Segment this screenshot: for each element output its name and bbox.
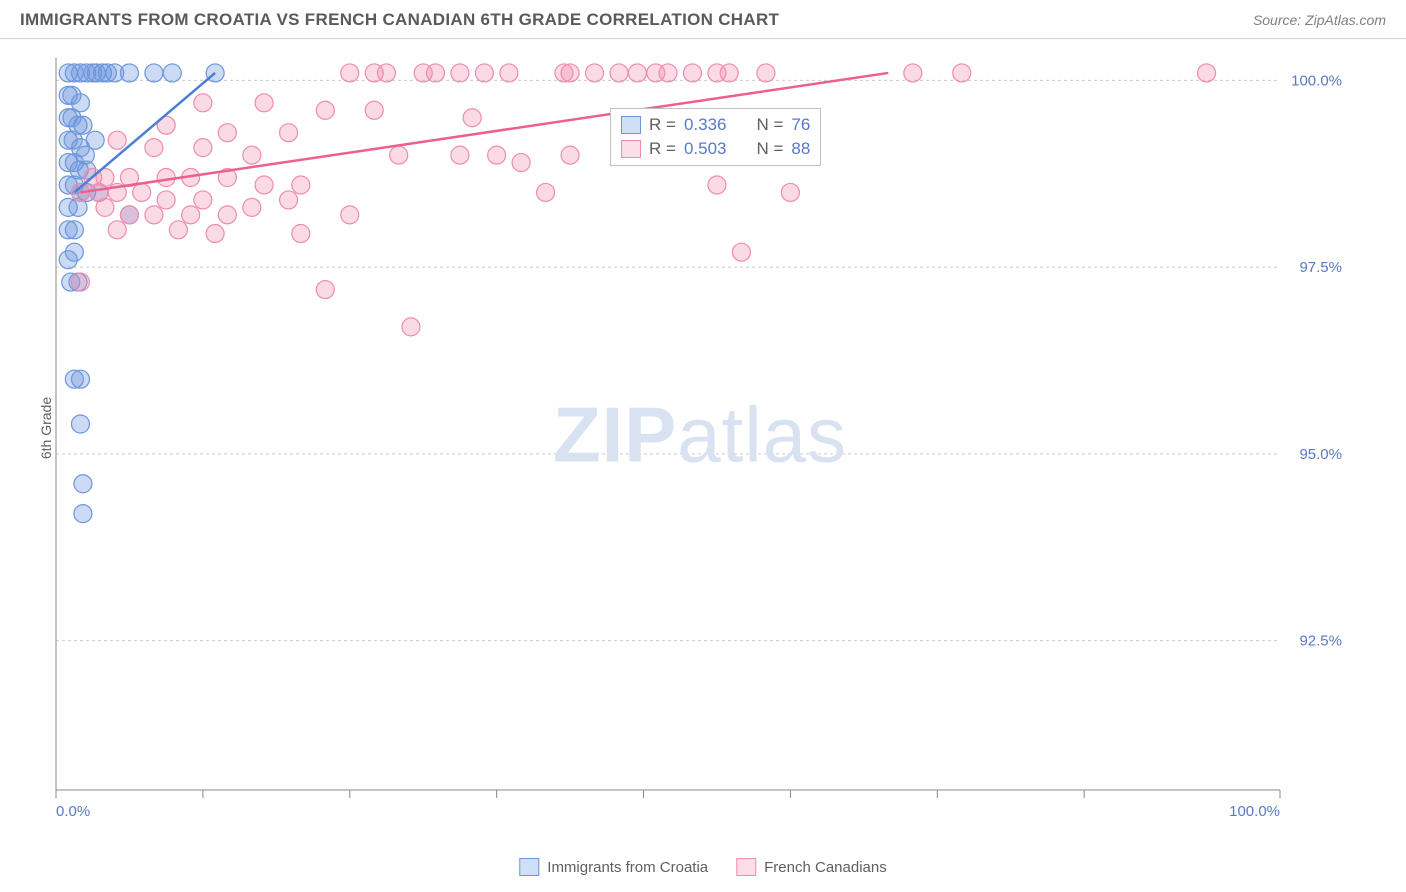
data-point: [365, 101, 383, 119]
data-point: [292, 176, 310, 194]
data-point: [133, 183, 151, 201]
data-point: [488, 146, 506, 164]
data-point: [757, 64, 775, 82]
data-point: [218, 206, 236, 224]
data-point: [586, 64, 604, 82]
stat-r-value: 0.503: [684, 139, 727, 159]
data-point: [316, 281, 334, 299]
stat-n-value: 88: [791, 139, 810, 159]
legend-swatch: [519, 858, 539, 876]
stat-r-label: R =: [649, 139, 676, 159]
data-point: [390, 146, 408, 164]
data-point: [463, 109, 481, 127]
data-point: [120, 64, 138, 82]
data-point: [500, 64, 518, 82]
y-tick-label: 97.5%: [1299, 259, 1342, 276]
data-point: [781, 183, 799, 201]
data-point: [426, 64, 444, 82]
data-point: [65, 221, 83, 239]
y-axis-label: 6th Grade: [38, 397, 54, 459]
data-point: [145, 206, 163, 224]
data-point: [341, 206, 359, 224]
data-point: [561, 64, 579, 82]
series-legend: Immigrants from Croatia French Canadians: [519, 858, 886, 876]
data-point: [537, 183, 555, 201]
data-point: [610, 64, 628, 82]
chart-title: IMMIGRANTS FROM CROATIA VS FRENCH CANADI…: [20, 10, 779, 30]
stat-r-label: R =: [649, 115, 676, 135]
series-legend-label: French Canadians: [764, 859, 887, 876]
chart-source: Source: ZipAtlas.com: [1253, 12, 1386, 28]
data-point: [96, 198, 114, 216]
y-tick-label: 100.0%: [1291, 72, 1342, 89]
data-point: [243, 198, 261, 216]
y-tick-label: 95.0%: [1299, 446, 1342, 463]
legend-swatch: [621, 140, 641, 158]
data-point: [182, 206, 200, 224]
stats-legend: R = 0.336 N = 76 R = 0.503 N = 88: [610, 108, 821, 166]
data-point: [163, 64, 181, 82]
data-point: [280, 124, 298, 142]
data-point: [206, 225, 224, 243]
data-point: [292, 225, 310, 243]
stats-legend-row: R = 0.503 N = 88: [621, 137, 810, 161]
stat-n-label: N =: [756, 139, 783, 159]
data-point: [720, 64, 738, 82]
y-tick-label: 92.5%: [1299, 633, 1342, 650]
data-point: [108, 131, 126, 149]
legend-swatch: [736, 858, 756, 876]
series-legend-item: Immigrants from Croatia: [519, 858, 708, 876]
data-point: [194, 139, 212, 157]
data-point: [402, 318, 420, 336]
data-point: [255, 176, 273, 194]
data-point: [1198, 64, 1216, 82]
data-point: [86, 131, 104, 149]
data-point: [108, 221, 126, 239]
data-point: [708, 176, 726, 194]
data-point: [74, 505, 92, 523]
data-point: [145, 139, 163, 157]
data-point: [451, 64, 469, 82]
data-point: [451, 146, 469, 164]
data-point: [561, 146, 579, 164]
data-point: [341, 64, 359, 82]
data-point: [157, 191, 175, 209]
data-point: [628, 64, 646, 82]
data-point: [280, 191, 298, 209]
chart-header: IMMIGRANTS FROM CROATIA VS FRENCH CANADI…: [0, 0, 1406, 39]
data-point: [243, 146, 261, 164]
data-point: [194, 94, 212, 112]
series-legend-label: Immigrants from Croatia: [547, 859, 708, 876]
data-point: [255, 94, 273, 112]
data-point: [732, 243, 750, 261]
data-point: [377, 64, 395, 82]
data-point: [904, 64, 922, 82]
legend-swatch: [621, 116, 641, 134]
data-point: [316, 101, 334, 119]
stat-n-label: N =: [756, 115, 783, 135]
data-point: [194, 191, 212, 209]
data-point: [218, 124, 236, 142]
x-tick-label: 0.0%: [56, 803, 90, 820]
data-point: [169, 221, 187, 239]
data-point: [953, 64, 971, 82]
stat-n-value: 76: [791, 115, 810, 135]
data-point: [71, 370, 89, 388]
data-point: [659, 64, 677, 82]
data-point: [74, 475, 92, 493]
x-tick-label: 100.0%: [1229, 803, 1280, 820]
data-point: [475, 64, 493, 82]
data-point: [120, 206, 138, 224]
data-point: [59, 251, 77, 269]
series-legend-item: French Canadians: [736, 858, 887, 876]
data-point: [512, 154, 530, 172]
data-point: [71, 415, 89, 433]
data-point: [145, 64, 163, 82]
data-point: [157, 169, 175, 187]
stats-legend-row: R = 0.336 N = 76: [621, 113, 810, 137]
data-point: [683, 64, 701, 82]
data-point: [71, 273, 89, 291]
stat-r-value: 0.336: [684, 115, 727, 135]
chart-area: 92.5%95.0%97.5%100.0%0.0%100.0% ZIPatlas…: [50, 50, 1350, 820]
